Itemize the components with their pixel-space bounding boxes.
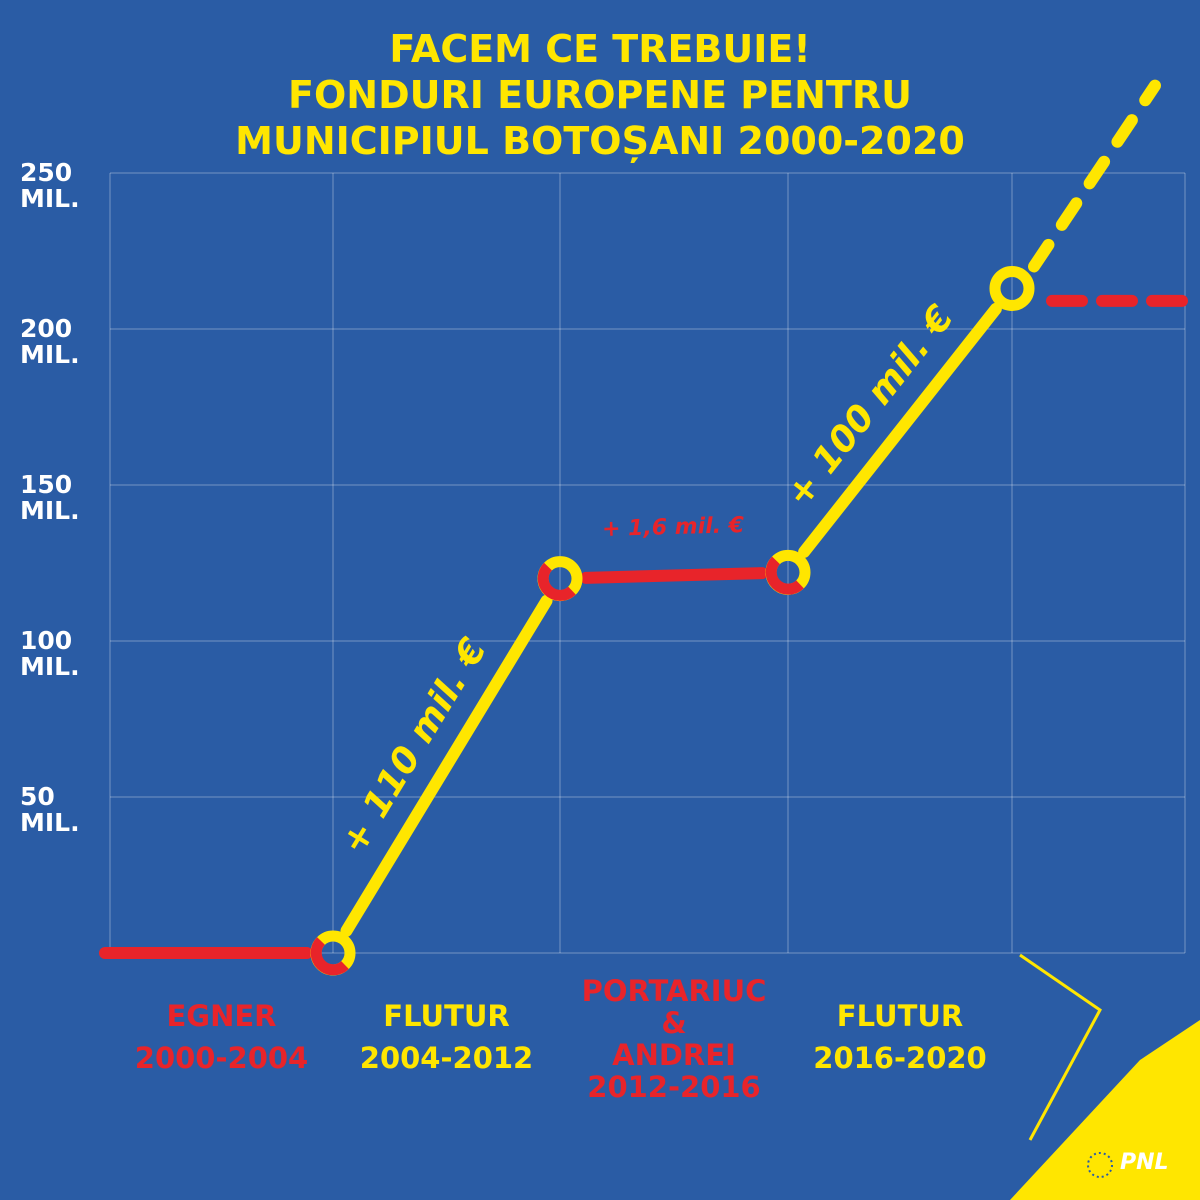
title-line: FONDURI EUROPENE PENTRU — [288, 73, 912, 117]
marker — [989, 265, 1035, 311]
logo-text: PNL — [1120, 1150, 1169, 1175]
category-label: EGNER 2000-2004 — [102, 995, 342, 1079]
segment — [340, 594, 553, 937]
category-name: PORTARIUC & ANDREI — [581, 974, 767, 1072]
segment — [579, 567, 769, 584]
projection — [1028, 79, 1161, 273]
title-line: FACEM CE TREBUIE! — [389, 27, 811, 71]
y-tick-label: 200 MIL. — [20, 314, 80, 369]
category-period: 2000-2004 — [134, 1041, 309, 1075]
y-tick-label: 50 MIL. — [20, 782, 80, 837]
marker-accent — [310, 937, 349, 976]
y-tick-label: 100 MIL. — [20, 626, 80, 681]
logo-stars — [1087, 1152, 1113, 1178]
marker — [765, 549, 811, 595]
category-label: PORTARIUC & ANDREI 2012-2016 — [554, 975, 794, 1103]
category-label: FLUTUR 2016-2020 — [780, 995, 1020, 1079]
marker — [310, 930, 356, 976]
title-line: MUNICIPIUL BOTOȘANI 2000-2020 — [235, 119, 965, 163]
marker-accent — [765, 556, 804, 595]
category-label: FLUTUR 2004-2012 — [327, 995, 567, 1079]
category-name: FLUTUR — [836, 999, 964, 1033]
marker-ring — [989, 265, 1035, 311]
marker — [537, 556, 583, 602]
logo-outline — [1019, 953, 1102, 1141]
category-period: 2004-2012 — [359, 1041, 534, 1075]
segment — [798, 302, 1002, 558]
category-name: FLUTUR — [383, 999, 510, 1033]
category-period: 2016-2020 — [813, 1041, 987, 1075]
category-period: 2012-2016 — [587, 1070, 761, 1104]
logo-triangle — [1010, 1020, 1200, 1200]
category-name: EGNER — [166, 999, 277, 1033]
chart-title: FACEM CE TREBUIE! FONDURI EUROPENE PENTR… — [0, 26, 1200, 164]
annotation: + 1,6 mil. € — [601, 513, 745, 542]
y-tick-label: 250 MIL. — [20, 158, 80, 213]
y-tick-label: 150 MIL. — [20, 470, 80, 525]
marker-accent — [537, 562, 576, 601]
